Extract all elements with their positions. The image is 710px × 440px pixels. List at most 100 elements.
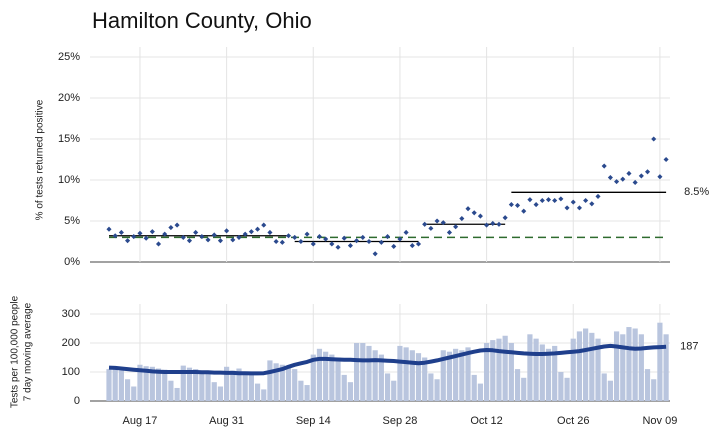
bar [155, 368, 162, 401]
point [465, 206, 471, 212]
point [292, 234, 298, 240]
point [552, 197, 558, 204]
bar [366, 345, 372, 401]
point [403, 229, 409, 236]
bar [143, 366, 149, 401]
bar [384, 373, 391, 401]
point [595, 193, 601, 199]
point [471, 210, 477, 216]
y-tick-label: 300 [62, 308, 80, 320]
point [149, 229, 155, 235]
bar [613, 331, 620, 401]
bar [168, 380, 174, 401]
point [564, 205, 570, 211]
point [279, 239, 285, 245]
point [217, 238, 223, 244]
point [155, 241, 162, 247]
bar [193, 369, 199, 401]
point [211, 232, 217, 238]
bar [558, 372, 564, 401]
point [539, 197, 545, 204]
bar [527, 334, 533, 401]
point [335, 244, 341, 250]
bar [248, 372, 254, 401]
bar [415, 353, 422, 401]
y-tick-label: 15% [58, 133, 80, 145]
bar [323, 351, 329, 401]
y-tick-label: 100 [62, 366, 80, 378]
bar [118, 370, 124, 401]
bar [285, 366, 292, 401]
bar [397, 345, 403, 401]
point [236, 234, 242, 240]
point [118, 229, 124, 236]
bar [465, 347, 471, 401]
point [490, 220, 496, 227]
bar [329, 354, 335, 401]
point [180, 234, 186, 240]
point [607, 174, 613, 181]
point [508, 202, 514, 208]
x-tick-label: Aug 17 [123, 415, 158, 427]
bar [137, 364, 143, 401]
point [422, 221, 428, 227]
bar [521, 377, 527, 401]
point [583, 197, 589, 204]
point [347, 243, 353, 249]
point [434, 218, 440, 224]
bar [224, 366, 230, 401]
point [502, 215, 508, 221]
bar [552, 345, 558, 401]
bar [341, 374, 347, 401]
point [230, 237, 236, 243]
bar [471, 374, 477, 401]
chart-title: Hamilton County, Ohio [92, 8, 312, 33]
point [316, 234, 323, 240]
point [360, 234, 366, 240]
bar [446, 351, 453, 401]
moving-average-line [108, 343, 667, 376]
point [168, 225, 174, 231]
point [626, 170, 632, 176]
bar [354, 343, 360, 401]
point [261, 222, 267, 228]
point [267, 229, 273, 236]
point [428, 225, 434, 231]
bar [459, 350, 465, 401]
point [576, 205, 582, 211]
bar [186, 367, 193, 401]
point [186, 238, 193, 244]
y-tick-label: 0 [74, 395, 80, 407]
point [496, 221, 502, 227]
bar [607, 380, 613, 401]
point [459, 215, 465, 222]
bar [267, 360, 273, 401]
bar [632, 328, 638, 401]
bar [428, 373, 434, 401]
bar [440, 350, 446, 401]
bar [347, 382, 354, 401]
point [453, 224, 459, 230]
point [174, 222, 180, 228]
y-axis-label: Tests per 100,000 people [10, 295, 21, 408]
bar [292, 369, 298, 401]
y-tick-label: 20% [58, 92, 80, 104]
point [354, 238, 360, 244]
bar [409, 350, 415, 401]
point [409, 243, 415, 249]
bar [490, 340, 496, 401]
bar [663, 334, 669, 401]
bar [199, 370, 205, 401]
bar [595, 338, 601, 401]
point [644, 169, 651, 175]
point [589, 201, 595, 207]
point [193, 229, 199, 236]
point [446, 229, 452, 236]
bar [279, 364, 285, 401]
bar [316, 348, 323, 401]
bar [626, 327, 632, 401]
y-tick-label: 10% [58, 174, 80, 186]
y-axis-label: 7 day moving average [23, 302, 34, 401]
bar [601, 373, 607, 401]
